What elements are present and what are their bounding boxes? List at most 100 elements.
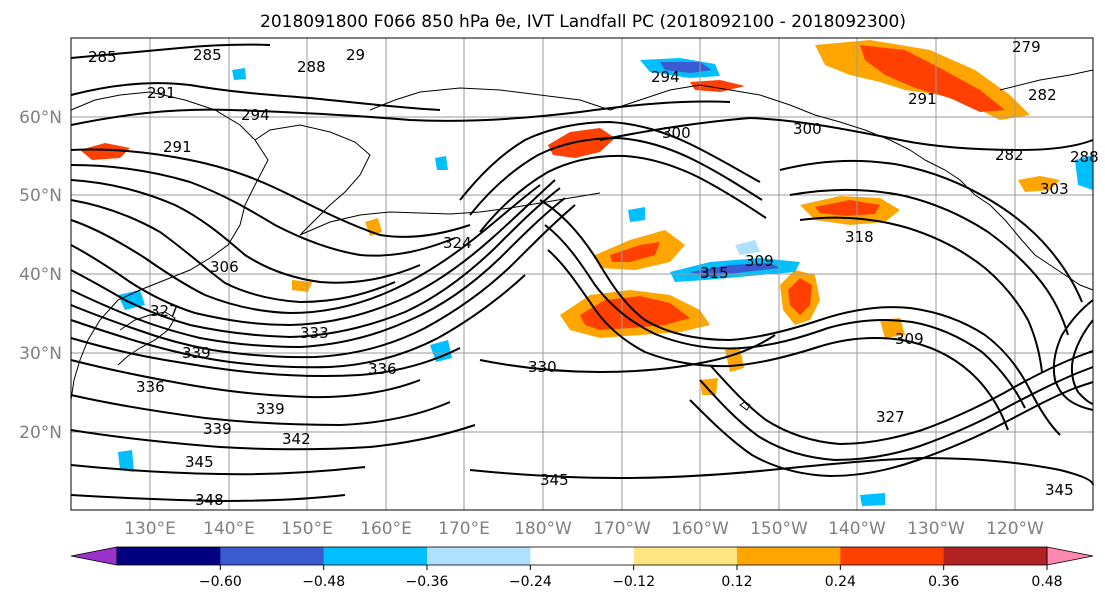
- contour-label: 309: [745, 252, 774, 270]
- contour-jet-east-1: [539, 199, 1061, 436]
- shade-negative-north-core: [660, 62, 712, 73]
- contour-label: 327: [876, 408, 905, 426]
- colorbar-ticks: −0.60 −0.48 −0.36 −0.24 −0.12 0.12 0.24 0.36 0.4…: [199, 565, 1063, 590]
- shade-positive-east-stripe-core: [788, 278, 812, 315]
- lon-label-160w: 160°W: [671, 519, 729, 539]
- colorbar-swatches: [70, 546, 1094, 566]
- contour-348: [70, 494, 346, 503]
- colorbar-swatch: [427, 547, 531, 565]
- contour-label: 339: [203, 420, 232, 438]
- contour-label: 336: [136, 378, 165, 396]
- colorbar-tick-label: 0.48: [1031, 574, 1062, 590]
- contour-label: 345: [185, 453, 214, 471]
- colorbar: −0.60 −0.48 −0.36 −0.24 −0.12 0.12 0.24 0.36 0.4…: [70, 546, 1094, 590]
- shade-positive-central-north: [548, 128, 615, 158]
- contour-285: [70, 43, 271, 59]
- colorbar-swatch: [840, 547, 945, 565]
- lat-label-50n: 50°N: [19, 186, 62, 206]
- shade-positive-small-3: [700, 378, 718, 395]
- map-frame: [70, 37, 1094, 511]
- coastline-japan: [117, 311, 176, 366]
- colorbar-swatch: [530, 547, 635, 565]
- lon-label-170w: 170°W: [593, 519, 651, 539]
- colorbar-swatch: [633, 547, 738, 565]
- colorbar-tick-label: −0.24: [509, 574, 552, 590]
- anomaly-shading: [80, 40, 1093, 506]
- shade-negative-small-3: [118, 450, 134, 472]
- contour-label: 288: [297, 58, 326, 76]
- shade-negative-small-4: [860, 493, 885, 506]
- shade-positive-central-pacific-2-core: [580, 296, 690, 330]
- coastline-hawaii: [739, 401, 751, 411]
- colorbar-frame: [116, 546, 1048, 566]
- contour-306: [70, 164, 456, 257]
- contour-291: [70, 82, 441, 111]
- colorbar-swatch: [943, 547, 1048, 565]
- contour-300: [599, 116, 1094, 152]
- contour-345-west: [70, 464, 366, 476]
- colorbar-tick-label: −0.48: [302, 574, 345, 590]
- contour-jet-east-3: [547, 249, 1009, 431]
- contour-label: 348: [195, 491, 224, 509]
- coastline-north-america-interior: [999, 69, 1094, 91]
- coastlines: [70, 69, 1094, 411]
- contour-north-east-3: [799, 216, 1043, 373]
- shade-positive-far-west: [80, 143, 130, 160]
- shade-positive-west-coast: [1018, 176, 1060, 192]
- contour-label: 327: [150, 302, 179, 320]
- shade-negative-small-6: [232, 68, 246, 80]
- contour-east-345: [469, 456, 1094, 486]
- colorbar-swatch: [117, 547, 221, 565]
- coastline-alaska: [609, 84, 926, 161]
- lon-label-140e: 140°E: [203, 519, 255, 539]
- contour-label: 294: [651, 68, 680, 86]
- contour-north-central-1: [459, 120, 761, 201]
- contour-label: 333: [300, 324, 329, 342]
- colorbar-tick-label: −0.60: [199, 574, 242, 590]
- contour-339: [70, 394, 451, 427]
- latitude-labels: 60°N 50°N 40°N 30°N 20°N: [19, 108, 62, 443]
- contour-label: 339: [256, 400, 285, 418]
- contour-label-group: 285 285 291 288 29 294 291 294 300 300 2…: [88, 38, 1099, 509]
- coastline-chukotka: [369, 87, 611, 111]
- shade-negative-small-5: [435, 156, 448, 170]
- contour-315: [70, 184, 541, 315]
- colorbar-extend-low: [70, 546, 118, 566]
- shade-negative-small-1: [628, 207, 645, 222]
- coastline-asia: [70, 91, 269, 401]
- contour-label: 29: [346, 46, 365, 64]
- contour-333: [70, 337, 461, 378]
- contour-ridge-1: [689, 381, 1094, 478]
- colorbar-swatch: [220, 547, 325, 565]
- lon-label-130e: 130°E: [124, 519, 176, 539]
- colorbar-tick-label: 0.12: [721, 574, 752, 590]
- colorbar-extend-high: [1046, 546, 1094, 566]
- colorbar-swatch: [737, 547, 841, 565]
- colorbar-tick-label: −0.36: [406, 574, 449, 590]
- contour-label: 291: [147, 84, 176, 102]
- contour-312: [70, 199, 396, 304]
- lon-label-140w: 140°W: [828, 519, 886, 539]
- shade-positive-small-5: [690, 80, 745, 92]
- contour-ridge-2: [699, 366, 1094, 462]
- lat-label-40n: 40°N: [19, 265, 62, 285]
- lat-label-60n: 60°N: [19, 108, 62, 128]
- contour-label: 288: [1070, 148, 1099, 166]
- lon-label-130w: 130°W: [907, 519, 965, 539]
- contour-label: 345: [1045, 481, 1074, 499]
- figure-title: 2018091800 F066 850 hPa θe, IVT Landfall…: [260, 12, 906, 32]
- contour-east-edge-2: [1070, 319, 1094, 405]
- contour-label: 279: [1012, 38, 1041, 56]
- contour-label: 294: [241, 106, 270, 124]
- map-panel: 285 285 291 288 29 294 291 294 300 300 2…: [70, 37, 1099, 511]
- contour-label: 291: [163, 138, 192, 156]
- shade-positive-alaska-core: [860, 45, 1005, 112]
- shade-positive-east-pacific-core: [815, 200, 880, 216]
- coastline-kamchatka: [254, 124, 371, 236]
- contour-330: [70, 274, 526, 369]
- contour-jet-east-2: [544, 224, 1026, 409]
- colorbar-swatch: [323, 547, 428, 565]
- contour-321: [70, 187, 561, 339]
- lon-label-150e: 150°E: [281, 519, 333, 539]
- contour-label: 300: [793, 120, 822, 138]
